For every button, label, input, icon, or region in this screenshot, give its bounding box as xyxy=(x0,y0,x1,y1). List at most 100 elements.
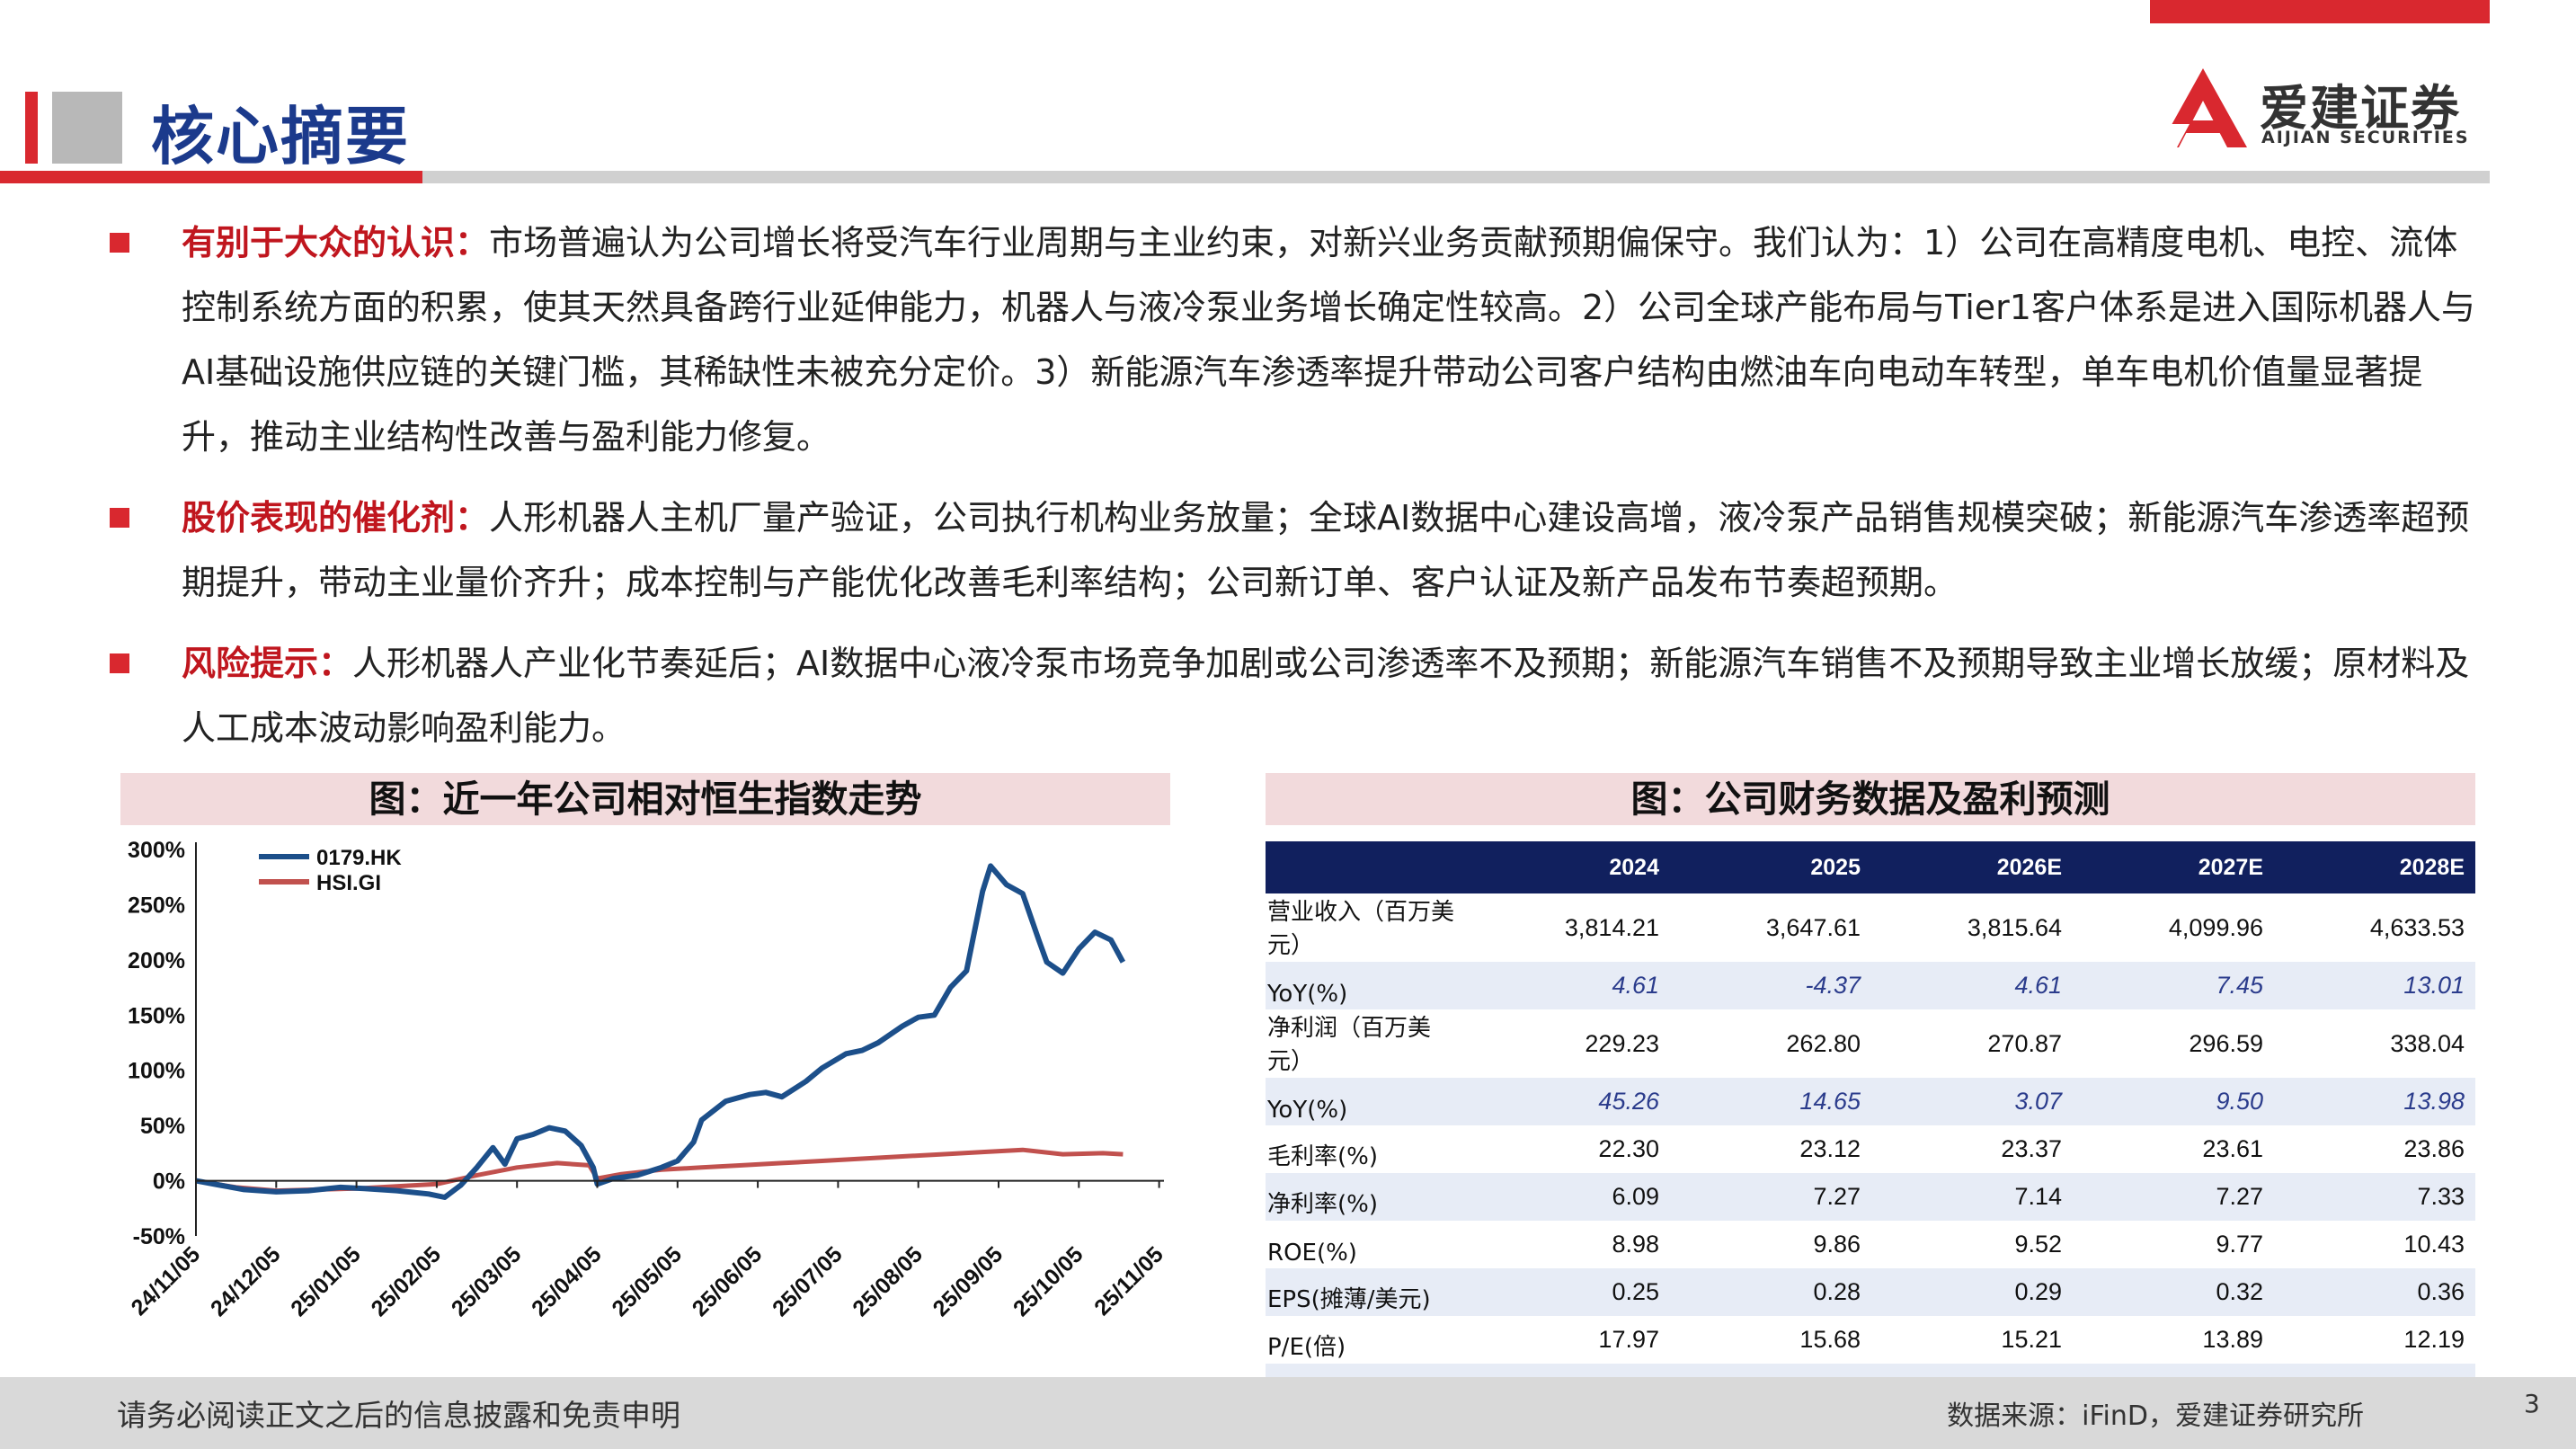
table-row-label: 营业收入（百万美元） xyxy=(1267,899,1455,959)
table-header-blank xyxy=(1266,841,1469,893)
table-cell: 9.50 xyxy=(2073,1078,2274,1125)
table-cell: 23.86 xyxy=(2403,1135,2465,1162)
table-cell: 3,647.61 xyxy=(1765,913,1861,941)
table-row-label: 毛利率(%) xyxy=(1267,1143,1378,1170)
table-cell: 0.25 xyxy=(1469,1268,1670,1316)
bullet-catalyst: 股价表现的催化剂：人形机器人主机厂量产验证，公司执行机构业务放量；全球AI数据中… xyxy=(99,485,2481,615)
table-cell: 7.14 xyxy=(1871,1173,2073,1221)
table-cell: 23.12 xyxy=(1799,1135,1861,1162)
bullet-risk: 风险提示：人形机器人产业化节奏延后；AI数据中心液冷泵市场竞争加剧或公司渗透率不… xyxy=(99,631,2481,760)
table-cell: 9.86 xyxy=(1813,1231,1861,1258)
table-cell: 4,099.96 xyxy=(2168,913,2263,941)
x-tick-label: 25/11/05 xyxy=(1089,1241,1168,1320)
table-cell: 13.01 xyxy=(2274,962,2475,1009)
footer-source: 数据来源：iFinD，爱建证券研究所 xyxy=(1947,1400,2364,1432)
bullet-label: 有别于大众的认识： xyxy=(182,223,490,262)
table-cell: 7.45 xyxy=(2073,962,2274,1009)
table-cell: 0.28 xyxy=(1670,1268,1871,1316)
table-cell: 296.59 xyxy=(2189,1029,2263,1057)
table-cell: 4.61 xyxy=(1871,962,2073,1009)
y-tick-label: -50% xyxy=(133,1224,185,1249)
table-cell: 23.37 xyxy=(2001,1135,2062,1162)
x-tick-label: 25/07/05 xyxy=(768,1241,848,1321)
table-row: EPS(摊薄/美元) 0.25 0.28 0.29 0.32 0.36 xyxy=(1266,1268,2475,1316)
table-row-label: 净利润（百万美元） xyxy=(1267,1015,1432,1075)
table-cell: 0.32 xyxy=(2073,1268,2274,1316)
table-cell: 15.21 xyxy=(2001,1326,2062,1353)
table-cell: 270.87 xyxy=(1987,1029,2062,1057)
bullet-square-icon xyxy=(110,508,129,528)
table-cell: 45.26 xyxy=(1469,1078,1670,1125)
footer-disclaimer: 请务必阅读正文之后的信息披露和免责申明 xyxy=(117,1398,680,1433)
page-title: 核心摘要 xyxy=(151,99,410,173)
table-row: P/E(倍) 17.97 15.68 15.21 13.89 12.19 xyxy=(1266,1316,2475,1364)
title-accent-red xyxy=(25,92,38,164)
table-row: 营业收入（百万美元） 3,814.21 3,647.61 3,815.64 4,099.… xyxy=(1266,893,2475,962)
table-header-year: 2026E xyxy=(1871,841,2073,893)
top-accent-bar xyxy=(2150,0,2490,23)
bullet-square-icon xyxy=(110,653,129,673)
y-tick-label: 50% xyxy=(140,1114,185,1139)
table-cell: 22.30 xyxy=(1598,1135,1659,1162)
chart-section-title: 图：近一年公司相对恒生指数走势 xyxy=(120,773,1170,825)
table-row-label: EPS(摊薄/美元) xyxy=(1266,1268,1469,1316)
title-accent-gray xyxy=(52,92,122,164)
table-row-label: YoY(%) xyxy=(1266,1078,1469,1125)
y-tick-label: 0% xyxy=(153,1169,185,1195)
x-tick-label: 25/06/05 xyxy=(688,1241,768,1321)
legend-label: HSI.GI xyxy=(316,871,381,895)
x-tick-label: 24/12/05 xyxy=(206,1241,286,1321)
legend-label: 0179.HK xyxy=(316,846,402,870)
table-row: YoY(%) 4.61 -4.37 4.61 7.45 13.01 xyxy=(1266,962,2475,1009)
logo-english-name: AIJIAN SECURITIES xyxy=(2261,128,2470,147)
page-number: 3 xyxy=(2524,1389,2540,1418)
bullet-text: 人形机器人主机厂量产验证，公司执行机构业务放量；全球AI数据中心建设高增，液冷泵… xyxy=(182,498,2470,602)
bullet-square-icon xyxy=(110,233,129,253)
bullet-label: 风险提示： xyxy=(182,644,353,683)
table-section-title: 图：公司财务数据及盈利预测 xyxy=(1266,773,2475,825)
table-row: YoY(%) 45.26 14.65 3.07 9.50 13.98 xyxy=(1266,1078,2475,1125)
table-cell: -4.37 xyxy=(1670,962,1871,1009)
table-row: ROE(%) 8.98 9.86 9.52 9.77 10.43 xyxy=(1266,1221,2475,1268)
table-header-year: 2025 xyxy=(1670,841,1871,893)
title-rule xyxy=(0,171,2490,183)
table-cell: 0.29 xyxy=(1871,1268,2073,1316)
table-header-year: 2027E xyxy=(2073,841,2274,893)
table-cell: 3.07 xyxy=(1871,1078,2073,1125)
table-header-year: 2028E xyxy=(2274,841,2475,893)
footer-band xyxy=(0,1377,2576,1449)
table-row-label: ROE(%) xyxy=(1267,1240,1357,1267)
logo-mark-icon xyxy=(2154,68,2247,147)
table-cell: 10.43 xyxy=(2403,1231,2465,1258)
y-tick-label: 250% xyxy=(128,893,185,918)
table-cell: 3,814.21 xyxy=(1564,913,1659,941)
table-row-label: P/E(倍) xyxy=(1267,1334,1346,1361)
table-header-year: 2024 xyxy=(1469,841,1670,893)
table-cell: 14.65 xyxy=(1670,1078,1871,1125)
title-rule-accent xyxy=(0,171,422,183)
table-cell: 338.04 xyxy=(2390,1029,2465,1057)
table-row-label: 净利率(%) xyxy=(1266,1173,1469,1221)
x-tick-label: 25/09/05 xyxy=(928,1241,1008,1321)
table-row-label: YoY(%) xyxy=(1266,962,1469,1009)
x-tick-label: 25/01/05 xyxy=(286,1241,366,1321)
x-tick-label: 25/03/05 xyxy=(447,1241,527,1321)
financial-forecast-table: 2024 2025 2026E 2027E 2028E 营业收入（百万美元） 3,814.… xyxy=(1266,841,2475,1413)
table-cell: 262.80 xyxy=(1786,1029,1861,1057)
table-cell: 4.61 xyxy=(1469,962,1670,1009)
table-cell: 23.61 xyxy=(2202,1135,2263,1162)
y-tick-label: 150% xyxy=(128,1003,185,1028)
table-cell: 3,815.64 xyxy=(1967,913,2062,941)
table-cell: 15.68 xyxy=(1799,1326,1861,1353)
table-cell: 13.98 xyxy=(2274,1078,2475,1125)
x-tick-label: 25/04/05 xyxy=(527,1241,607,1321)
company-logo: 爱建证券 AIJIAN SECURITIES xyxy=(2154,65,2495,155)
table-cell: 9.52 xyxy=(2014,1231,2062,1258)
series-line-0179-hk xyxy=(195,863,1126,1200)
bullet-text: 市场普遍认为公司增长将受汽车行业周期与主业约束，对新兴业务贡献预期偏保守。我们认… xyxy=(182,223,2475,457)
table-cell: 0.36 xyxy=(2274,1268,2475,1316)
table-cell: 13.89 xyxy=(2202,1326,2263,1353)
table-cell: 229.23 xyxy=(1585,1029,1659,1057)
table-cell: 7.33 xyxy=(2274,1173,2475,1221)
table-row: 毛利率(%) 22.30 23.12 23.37 23.61 23.86 xyxy=(1266,1125,2475,1173)
